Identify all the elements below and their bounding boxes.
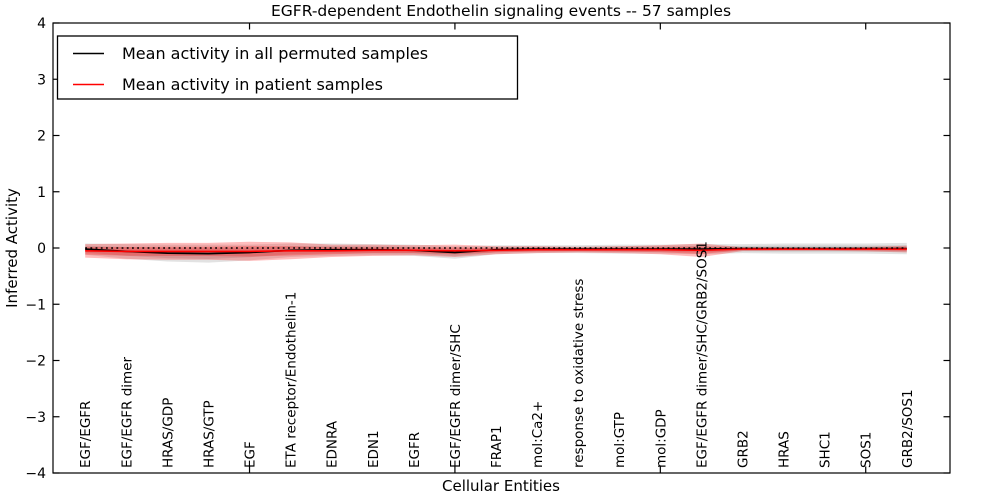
- y-tick-label: 2: [37, 129, 46, 145]
- category-label: GRB2: [735, 430, 751, 468]
- y-tick-label: 1: [37, 185, 46, 201]
- legend-label-patient: Mean activity in patient samples: [122, 75, 383, 94]
- category-label: SHC1: [818, 431, 834, 468]
- y-tick-label: −2: [25, 354, 46, 370]
- y-tick-label: −1: [25, 297, 46, 313]
- category-label: EGF: [243, 441, 259, 468]
- category-label: mol:Ca2+: [530, 401, 546, 468]
- category-label: EGF/EGFR dimer: [119, 356, 135, 468]
- category-label: EDN1: [366, 430, 382, 468]
- legend: Mean activity in all permuted samples Me…: [56, 35, 519, 100]
- category-label: mol:GDP: [653, 409, 669, 468]
- y-tick-label: 4: [37, 16, 46, 32]
- chart-title: EGFR-dependent Endothelin signaling even…: [271, 2, 731, 20]
- y-axis-label: Inferred Activity: [3, 188, 21, 308]
- category-label: HRAS: [777, 431, 793, 468]
- category-label: EGFR: [407, 432, 423, 468]
- patient-mean-line: [85, 248, 907, 253]
- y-tick-label: 0: [37, 241, 46, 257]
- category-label: GRB2/SOS1: [900, 389, 916, 468]
- y-tick-label: −3: [25, 410, 46, 426]
- category-label: EDNRA: [325, 420, 341, 468]
- category-label: EGF/EGFR dimer/SHC/GRB2/SOS1: [694, 241, 710, 468]
- mean-lines: [85, 247, 907, 255]
- category-label: ETA receptor/Endothelin-1: [284, 292, 300, 468]
- legend-box: [56, 35, 519, 100]
- permuted-std-band: [85, 242, 907, 263]
- category-label: response to oxidative stress: [571, 279, 587, 468]
- axis-tick-labels: 4 3 2 1 0 −1 −2 −3 −4: [25, 16, 46, 482]
- y-tick-label: 3: [37, 72, 46, 88]
- x-axis-label: Cellular Entities: [442, 477, 560, 495]
- y-tick-label: −4: [25, 466, 46, 482]
- legend-label-permuted: Mean activity in all permuted samples: [122, 44, 428, 63]
- patient-std-band: [85, 241, 907, 261]
- category-label: FRAP1: [489, 425, 505, 468]
- category-label: EGF/EGFR: [78, 401, 94, 468]
- category-label: HRAS/GDP: [160, 398, 176, 468]
- category-label: mol:GTP: [612, 412, 628, 468]
- category-label: SOS1: [859, 432, 875, 468]
- std-bands: [85, 241, 907, 263]
- axes-frame: [52, 22, 951, 474]
- category-labels: EGF/EGFR EGF/EGFR dimer HRAS/GDP HRAS/GTP EG…: [78, 241, 916, 468]
- category-label: HRAS/GTP: [201, 400, 217, 468]
- category-label: EGF/EGFR dimer/SHC: [448, 324, 464, 468]
